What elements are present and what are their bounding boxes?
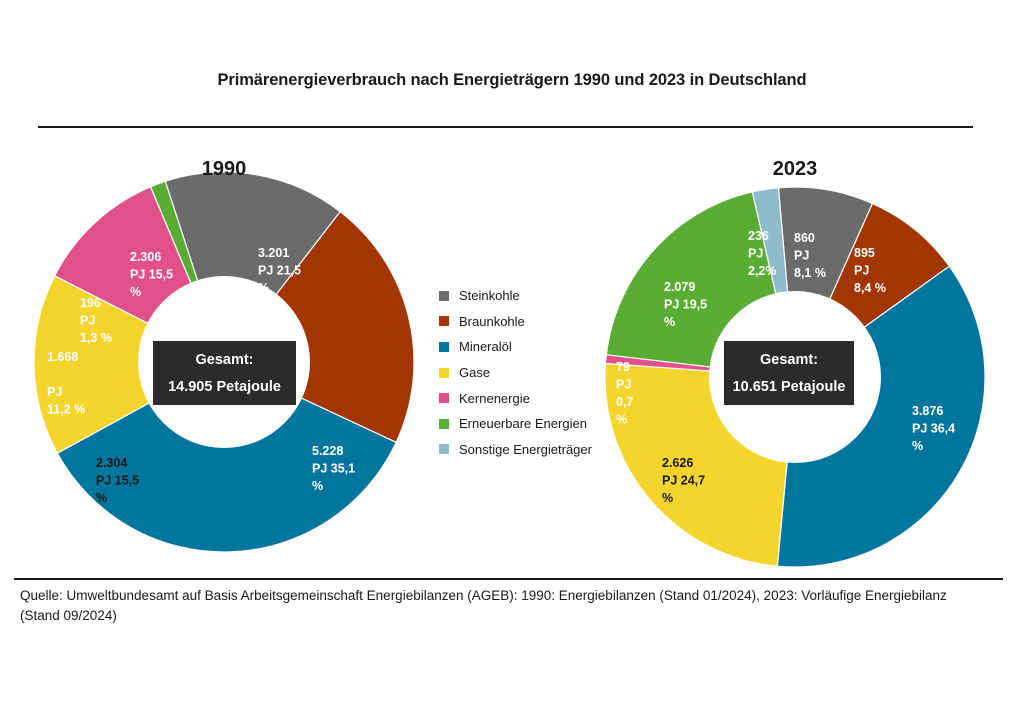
source-note: Quelle: Umweltbundesamt auf Basis Arbeit… — [20, 588, 947, 623]
total-label-1990-line-1: 14.905 Petajoule — [168, 379, 281, 395]
data-label-2023-sonstige-energietrager: 236 PJ 2,2% — [748, 229, 777, 278]
legend-label-sonstige: Sonstige Energieträger — [459, 441, 592, 457]
data-label-2023-erneuerbare-energien: 2.079 PJ 19,5% — [664, 280, 707, 329]
legend-swatch-erneuerbare — [439, 418, 449, 429]
data-label-2023-braunkohle: 895 PJ 8,4 % — [854, 246, 886, 295]
pie-slice-1990-braunkohle — [223, 210, 415, 444]
legend-swatch-gase — [439, 367, 449, 378]
legend-swatch-steinkohle — [439, 290, 449, 301]
top-divider — [38, 126, 973, 128]
legend-item-sonstige: Sonstige Energieträger — [439, 437, 592, 463]
legend-label-steinkohle: Steinkohle — [459, 288, 520, 304]
legend-label-kernenergie: Kernenergie — [459, 390, 530, 406]
total-label-2023-line-1: 10.651 Petajoule — [733, 379, 846, 395]
pie-slice-1990-gase — [33, 275, 226, 455]
legend-item-braunkohle: Braunkohle — [439, 309, 592, 335]
chart-year-title-2023: 2023 — [773, 158, 818, 180]
total-label-2023-line-0: Gesamt: — [760, 352, 818, 368]
legend-label-gase: Gase — [459, 365, 491, 381]
data-label-1990-kernenergie: 1.668 PJ 11,2 % — [47, 350, 85, 417]
data-label-1990-steinkohle: 2.306 PJ 15,5% — [130, 250, 173, 299]
legend: Steinkohle Braunkohle Mineralöl Gase Ker… — [439, 283, 592, 462]
legend-item-kernenergie: Kernenergie — [439, 385, 592, 411]
legend-item-erneuerbare: Erneuerbare Energien — [439, 411, 592, 437]
data-label-2023-mineralol: 3.876 PJ 36,4% — [912, 404, 955, 453]
legend-item-mineraloel: Mineralöl — [439, 334, 592, 360]
legend-item-gase: Gase — [439, 360, 592, 386]
total-box-1990 — [153, 341, 296, 405]
legend-swatch-mineraloel — [439, 341, 449, 352]
data-label-2023-steinkohle: 860 PJ 8,1 % — [794, 231, 826, 280]
legend-label-erneuerbare: Erneuerbare Energien — [459, 416, 587, 432]
total-box-2023 — [724, 341, 854, 405]
data-label-2023-kernenergie: 79 PJ 0,7% — [616, 360, 633, 427]
data-label-1990-mineralol: 5.228 PJ 35,1% — [312, 444, 355, 493]
legend-label-braunkohle: Braunkohle — [459, 313, 525, 329]
pie-slice-1990-mineralol — [56, 361, 397, 553]
legend-item-steinkohle: Steinkohle — [439, 283, 592, 309]
data-label-2023-gase: 2.626 PJ 24,7% — [662, 456, 705, 505]
legend-label-mineraloel: Mineralöl — [459, 339, 512, 355]
chart-year-title-1990: 1990 — [202, 158, 247, 180]
data-label-1990-erneuerbare-energien: 196 PJ 1,3 % — [80, 296, 112, 345]
data-label-1990-gase: 2.304 PJ 15,5% — [96, 456, 139, 505]
pie-slice-2023-mineralol — [776, 265, 986, 568]
legend-swatch-kernenergie — [439, 393, 449, 404]
bottom-divider — [14, 578, 1003, 580]
data-label-1990-braunkohle: 3.201 PJ 21,5% — [258, 246, 301, 295]
legend-swatch-sonstige — [439, 444, 449, 455]
chart-title: Primärenergieverbrauch nach Energieträge… — [217, 71, 807, 89]
legend-swatch-braunkohle — [439, 316, 449, 327]
total-label-1990-line-0: Gesamt: — [195, 352, 253, 368]
